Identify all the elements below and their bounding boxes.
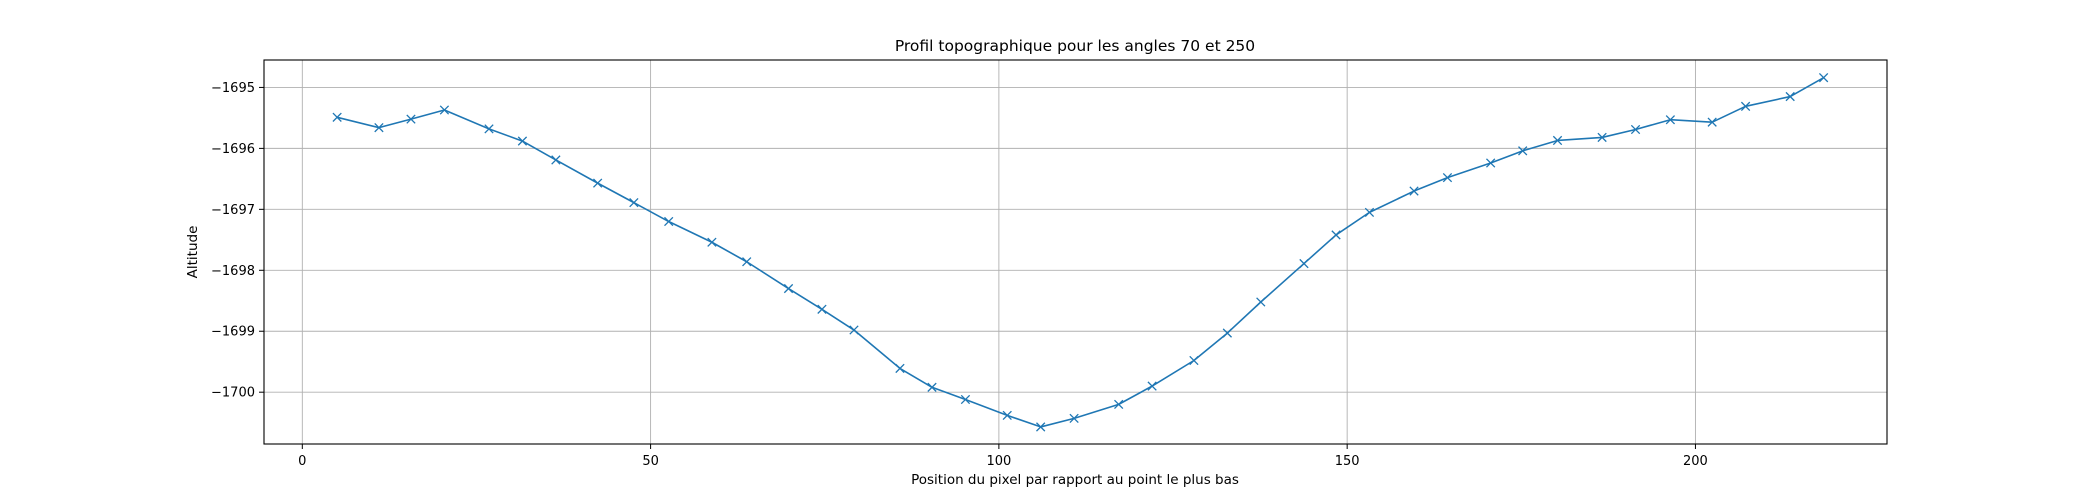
data-point-marker [707,237,717,247]
x-tick-label: 50 [642,454,659,469]
data-point-marker [1552,135,1563,146]
ticks: 0 50 100 150 200 −1700 −1699 −1698 −1697 −1696 −16… [211,81,1708,469]
data-point-marker [1818,73,1829,83]
series-line [336,76,1825,428]
x-axis-label: Position du pixel par rapport au point l… [911,472,1239,488]
data-point-marker [332,112,342,122]
data-point-marker [1036,422,1046,432]
data-point-marker [664,216,674,227]
data-point-marker [1222,328,1233,338]
data-point-marker [849,325,859,335]
data-point-marker [484,124,494,134]
x-tick-label: 150 [1335,454,1360,469]
data-point-marker [1740,101,1751,111]
data-point-marker [1002,410,1012,421]
chart-title: Profil topographique pour les angles 70 … [895,37,1255,55]
plot-frame [263,59,1888,445]
data-point-marker [1518,146,1528,156]
data-point-marker [1785,91,1795,102]
data-point-marker [1189,355,1199,366]
data-point-marker [439,105,450,115]
series-layer [332,73,1829,432]
data-point-marker [742,257,752,267]
data-point-marker [895,363,905,374]
data-point-marker [817,304,827,314]
data-point-marker [1256,297,1266,307]
data-point-marker [517,136,528,146]
data-point-marker [551,155,561,165]
data-point-marker [1409,186,1419,196]
y-axis-label: Altitude [185,226,201,279]
data-point-marker [1665,115,1676,125]
y-tick-label: −1699 [211,325,255,340]
y-tick-label: −1696 [211,142,255,157]
data-point-marker [1147,381,1157,391]
data-point-marker [1069,413,1079,424]
data-point-marker [927,382,937,392]
data-point-marker [406,114,416,124]
x-tick-label: 100 [986,454,1011,469]
data-point-marker [1331,230,1341,240]
data-point-marker [592,178,603,188]
data-point-marker [1442,172,1453,183]
data-point-marker [1630,124,1641,135]
data-point-marker [1485,158,1496,168]
y-tick-label: −1695 [211,81,255,96]
x-tick-label: 0 [298,454,306,469]
data-point-marker [1114,399,1124,410]
y-tick-label: −1700 [211,386,255,401]
data-point-marker [374,122,384,133]
x-tick-label: 200 [1683,454,1708,469]
data-point-marker [1597,132,1607,143]
data-point-marker [1299,258,1309,269]
y-tick-label: −1698 [211,264,255,279]
y-tick-label: −1697 [211,203,255,218]
data-point-marker [1707,117,1717,127]
data-point-marker [1364,207,1375,218]
data-point-marker [783,283,794,294]
grid [264,60,1887,444]
data-point-marker [960,394,971,405]
data-point-marker [629,197,639,208]
